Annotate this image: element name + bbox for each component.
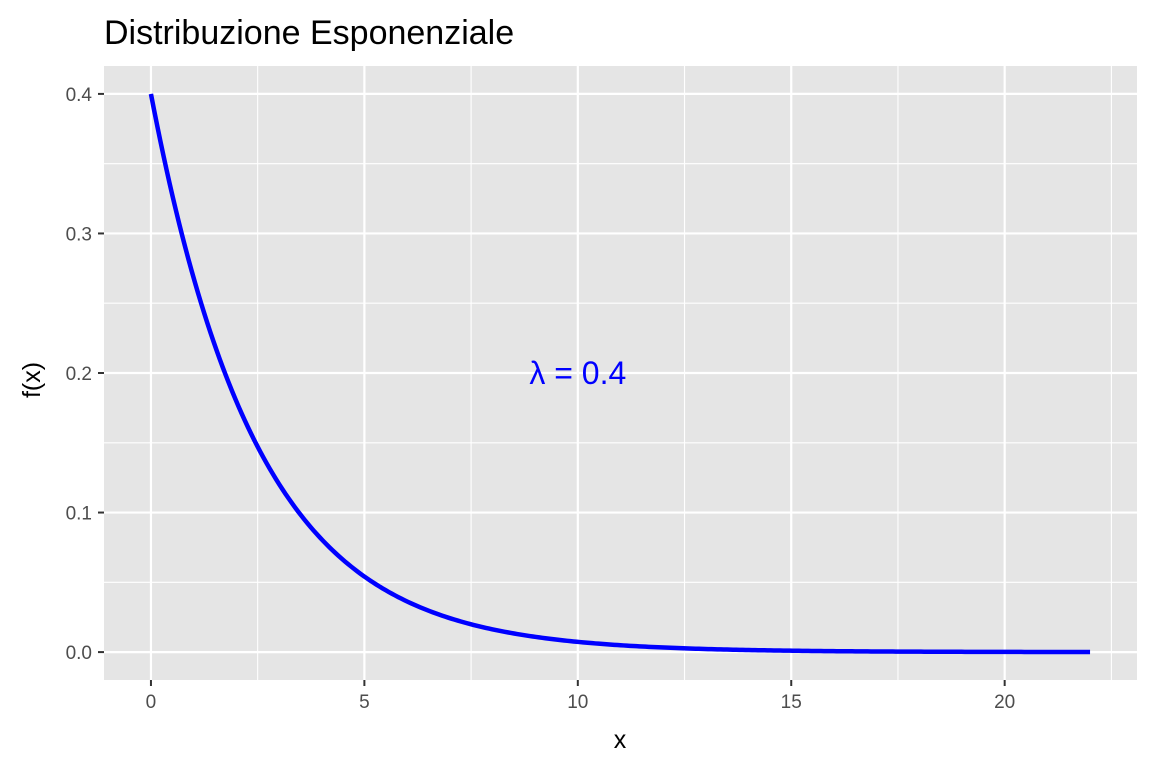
x-tick-label: 15 [781, 692, 802, 713]
annotation-layer: λ = 0.4 [529, 355, 626, 391]
x-axis: 0 5 10 15 20 [146, 680, 1015, 713]
x-tick-label: 10 [567, 692, 588, 713]
x-tick-label: 20 [994, 692, 1015, 713]
y-tick-label: 0.4 [66, 85, 93, 106]
series-layer [148, 93, 1091, 655]
y-axis-title: f(x) [18, 362, 46, 398]
series-line [148, 93, 1091, 655]
x-tick-label: 5 [359, 692, 370, 713]
y-tick-label: 0.0 [66, 643, 92, 664]
chart-title: Distribuzione Esponenziale [104, 14, 514, 52]
y-tick-label: 0.1 [66, 504, 92, 525]
x-axis-title: x [614, 726, 627, 754]
y-tick-label: 0.2 [66, 364, 92, 385]
x-tick-label: 0 [146, 692, 157, 713]
lambda-annotation: λ = 0.4 [529, 355, 626, 391]
y-axis: 0.0 0.1 0.2 0.3 0.4 [66, 85, 104, 664]
y-tick-label: 0.3 [66, 224, 92, 245]
